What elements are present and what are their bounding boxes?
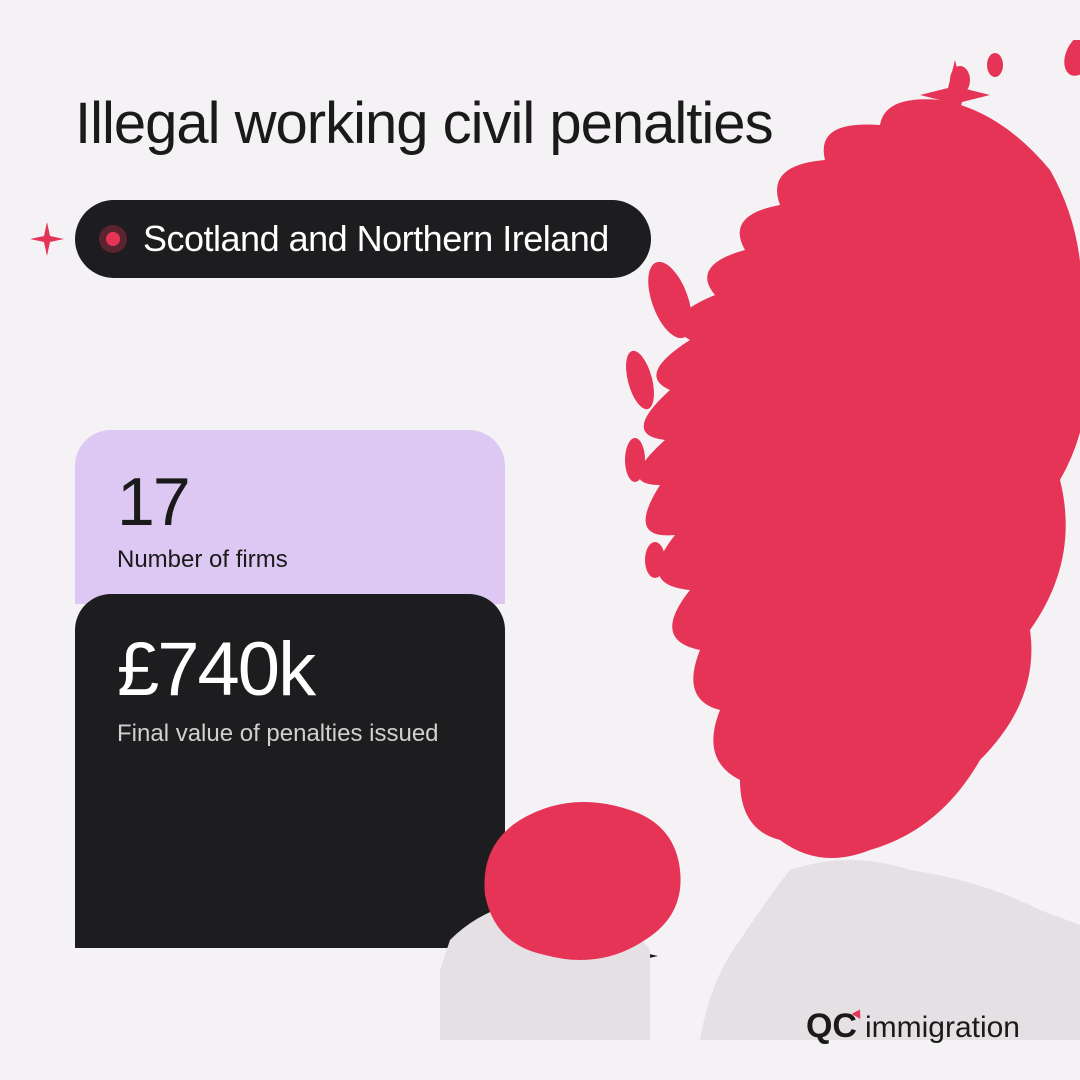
logo-text: immigration (865, 1011, 1020, 1045)
sparkle-icon (30, 222, 64, 256)
region-dot-icon (99, 225, 127, 253)
brand-logo: QC immigration (806, 1007, 1020, 1046)
region-map (440, 40, 1080, 1040)
stat-penalties-label: Final value of penalties issued (117, 720, 463, 748)
stat-penalties-value: £740k (117, 632, 463, 708)
stat-firms-value: 17 (117, 468, 463, 536)
stat-firms-label: Number of firms (117, 546, 463, 574)
logo-prefix: QC (806, 1007, 857, 1046)
